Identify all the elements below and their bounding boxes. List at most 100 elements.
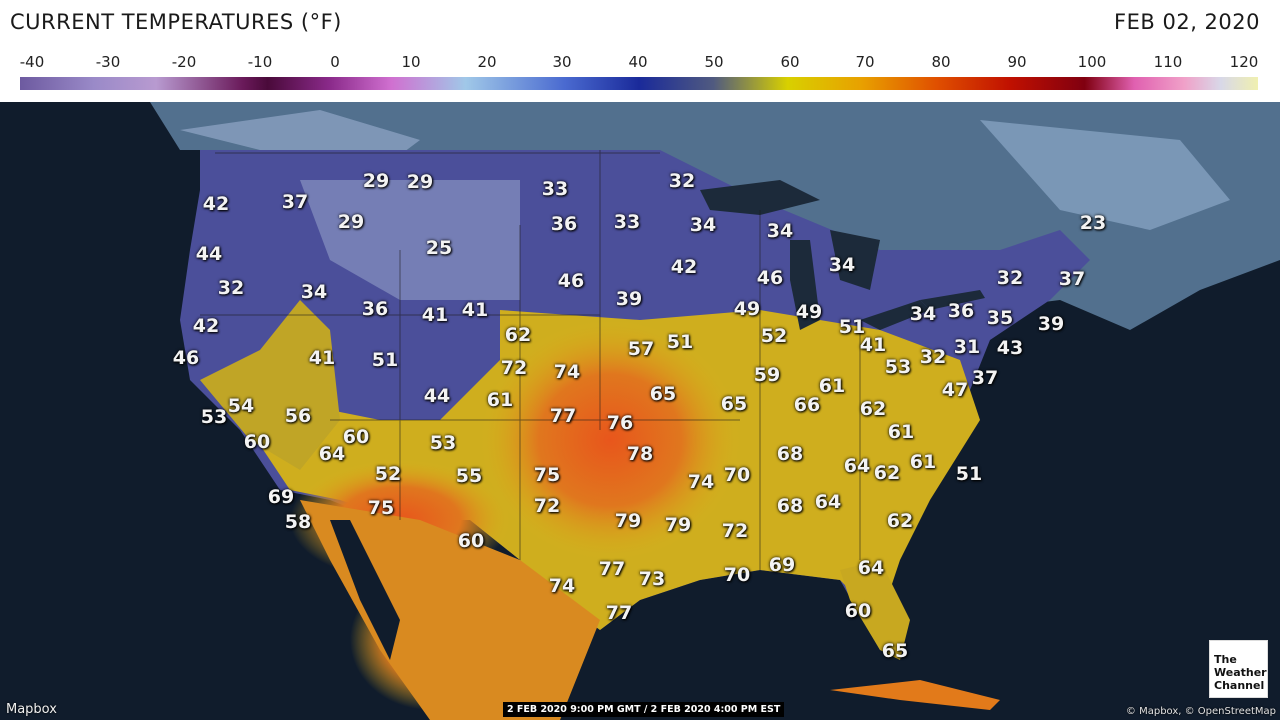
temperature-scale-labels: -40 -30 -20 -10 0 10 20 30 40 50 60 70 8…	[0, 53, 1280, 73]
map-title: CURRENT TEMPERATURES (°F)	[10, 10, 342, 34]
weather-channel-logo[interactable]: The Weather Channel	[1209, 640, 1268, 698]
temperature-label: 34	[828, 254, 856, 276]
temperature-label: 49	[733, 298, 761, 320]
temperature-label: 37	[971, 367, 999, 389]
temperature-label: 74	[548, 575, 576, 597]
temperature-map[interactable]: 42 37 29 29 33 32 23 44 29 36 33 34 34 3…	[0, 102, 1280, 720]
temperature-label: 51	[838, 316, 866, 338]
temperature-label: 72	[500, 357, 528, 379]
temperature-label: 35	[986, 307, 1014, 329]
temperature-label: 65	[720, 393, 748, 415]
temperature-label: 44	[195, 243, 223, 265]
temperature-label: 46	[557, 270, 585, 292]
temperature-label: 37	[1058, 268, 1086, 290]
temperature-label: 32	[919, 346, 947, 368]
scale-label: 60	[780, 53, 800, 71]
temperature-label: 41	[461, 299, 489, 321]
temperature-label: 64	[318, 443, 346, 465]
mapbox-brand: Mapbox	[6, 702, 57, 717]
temperature-label: 52	[374, 463, 402, 485]
temperature-label: 73	[638, 568, 666, 590]
temperature-label: 39	[615, 288, 643, 310]
temperature-label: 75	[533, 464, 561, 486]
scale-label: 40	[628, 53, 648, 71]
temperature-label: 51	[955, 463, 983, 485]
scale-label: 0	[330, 53, 340, 71]
temperature-label: 69	[768, 554, 796, 576]
scale-label: 120	[1229, 53, 1259, 71]
temperature-label: 37	[281, 191, 309, 213]
temperature-label: 53	[200, 406, 228, 428]
temperature-label: 32	[996, 267, 1024, 289]
temperature-label: 36	[361, 298, 389, 320]
temperature-label: 72	[721, 520, 749, 542]
scale-label: 50	[704, 53, 724, 71]
temperature-label: 56	[284, 405, 312, 427]
temperature-label: 58	[284, 511, 312, 533]
temperature-label: 49	[795, 301, 823, 323]
scale-label: -30	[95, 53, 121, 71]
map-date: FEB 02, 2020	[1114, 10, 1260, 34]
temperature-label: 77	[549, 405, 577, 427]
timestamp-banner: 2 FEB 2020 9:00 PM GMT / 2 FEB 2020 4:00…	[503, 702, 785, 717]
temperature-label: 72	[533, 495, 561, 517]
temperature-label: 32	[217, 277, 245, 299]
temperature-label: 42	[670, 256, 698, 278]
temperature-label: 29	[337, 211, 365, 233]
scale-label: 20	[477, 53, 497, 71]
temperature-label: 29	[362, 170, 390, 192]
legend-header: CURRENT TEMPERATURES (°F) FEB 02, 2020 -…	[0, 0, 1280, 102]
temperature-label: 25	[425, 237, 453, 259]
temperature-label: 74	[553, 361, 581, 383]
temperature-label: 62	[873, 462, 901, 484]
temperature-label: 51	[666, 331, 694, 353]
scale-label: 80	[931, 53, 951, 71]
temperature-label: 62	[504, 324, 532, 346]
temperature-label: 79	[664, 514, 692, 536]
temperature-label: 32	[668, 170, 696, 192]
temperature-label: 36	[947, 300, 975, 322]
logo-line-2: Weather	[1214, 666, 1267, 679]
temperature-label: 59	[753, 364, 781, 386]
scale-label: 90	[1007, 53, 1027, 71]
scale-label: -10	[247, 53, 273, 71]
temperature-label: 33	[541, 178, 569, 200]
temperature-label: 64	[814, 491, 842, 513]
temperature-label: 34	[766, 220, 794, 242]
scale-label: 70	[855, 53, 875, 71]
temperature-label: 39	[1037, 313, 1065, 335]
temperature-label: 65	[649, 383, 677, 405]
temperature-color-scale	[20, 77, 1258, 90]
scale-label: -40	[19, 53, 45, 71]
scale-label: 100	[1077, 53, 1107, 71]
temperature-label: 53	[884, 356, 912, 378]
temperature-label: 46	[172, 347, 200, 369]
temperature-label: 43	[996, 337, 1024, 359]
temperature-label: 29	[406, 171, 434, 193]
temperature-label: 41	[308, 347, 336, 369]
temperature-label: 69	[267, 486, 295, 508]
temperature-label: 61	[486, 389, 514, 411]
temperature-label: 76	[606, 412, 634, 434]
temperature-label: 54	[227, 395, 255, 417]
temperature-label: 62	[859, 398, 887, 420]
temperature-label: 53	[429, 432, 457, 454]
temperature-label: 41	[421, 304, 449, 326]
temperature-label: 78	[626, 443, 654, 465]
temperature-label: 68	[776, 495, 804, 517]
temperature-label: 60	[342, 426, 370, 448]
temperature-label: 57	[627, 338, 655, 360]
map-attribution[interactable]: © Mapbox, © OpenStreetMap	[1125, 706, 1276, 717]
scale-label: 110	[1153, 53, 1183, 71]
logo-text: The Weather Channel	[1214, 653, 1268, 692]
temperature-label: 42	[192, 315, 220, 337]
temperature-label: 46	[756, 267, 784, 289]
temperature-label: 41	[859, 334, 887, 356]
temperature-label: 42	[202, 193, 230, 215]
temperature-label: 47	[941, 379, 969, 401]
temperature-label: 34	[300, 281, 328, 303]
temperature-label: 79	[614, 510, 642, 532]
temperature-label: 60	[457, 530, 485, 552]
temperature-label: 31	[953, 336, 981, 358]
temperature-label: 75	[367, 497, 395, 519]
